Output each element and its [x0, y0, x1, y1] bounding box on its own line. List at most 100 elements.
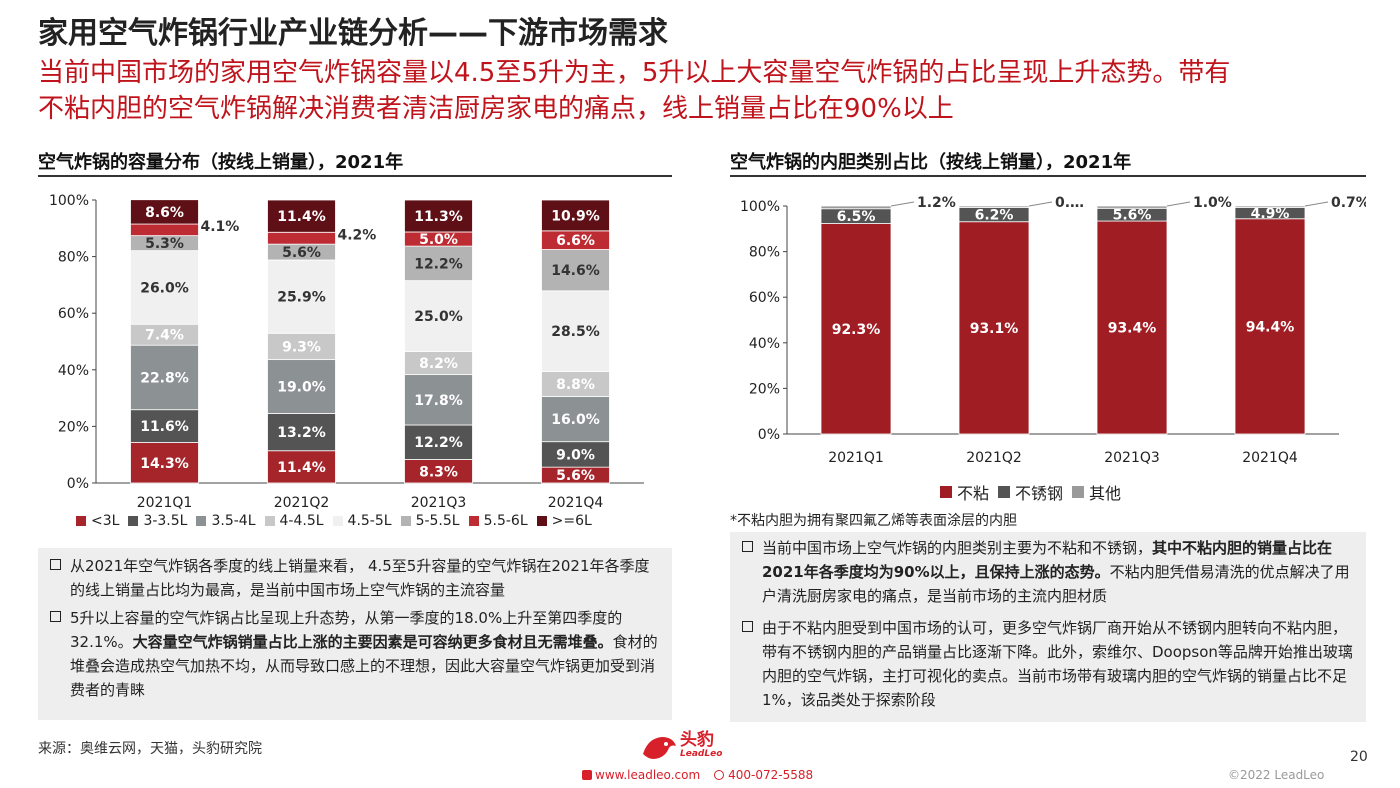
legend-item: 不锈钢	[998, 480, 1063, 504]
data-label: 25.0%	[414, 309, 463, 325]
checkbox-bullet-icon	[50, 611, 61, 622]
bar-segment	[130, 344, 199, 411]
data-label: 0.7%	[1331, 195, 1366, 211]
right-section-rule	[730, 175, 1366, 177]
legend-swatch	[940, 486, 952, 498]
website-link[interactable]: www.leadleo.com	[595, 768, 701, 782]
data-label: 92.3%	[832, 322, 881, 338]
bar-segment	[404, 424, 473, 460]
phone-icon	[714, 770, 725, 780]
data-label: 17.8%	[414, 393, 463, 409]
left-bullet-2: 5升以上容量的空气炸锅占比呈现上升态势，从第一季度的18.0%上升至第四季度的3…	[50, 606, 660, 702]
data-label: 11.4%	[277, 209, 326, 225]
data-label: 4.1%	[201, 219, 240, 235]
data-label: 6.2%	[975, 208, 1014, 224]
data-label-leader	[1304, 201, 1329, 207]
legend-item: <3L	[76, 513, 119, 529]
data-label: 5.6%	[1113, 208, 1152, 224]
data-label: 25.9%	[277, 290, 326, 306]
data-label: 4.9%	[1251, 206, 1290, 222]
checkbox-bullet-icon	[742, 541, 753, 552]
bar-segment	[1096, 220, 1168, 435]
data-label: 8.2%	[419, 356, 458, 372]
x-category-label: 2021Q1	[137, 495, 193, 511]
data-label: 16.0%	[551, 412, 600, 428]
bar-segment	[1234, 205, 1306, 208]
bar-segment	[267, 231, 336, 245]
y-tick-label: 40%	[749, 336, 780, 352]
brand-logo: 头豹 LeadLeo	[640, 732, 722, 762]
legend-swatch	[998, 486, 1011, 498]
right-bullet-1-text-c: 不粘内胆凭借易清洗的优点解决了用户清洗厨房家电的痛点，是当前市场的主流内胆材质	[762, 563, 1350, 605]
bar-segment	[541, 396, 610, 443]
legend-item: 4-4.5L	[264, 513, 324, 529]
x-category-label: 2021Q2	[966, 450, 1022, 466]
data-label-leader	[1166, 201, 1191, 207]
data-label: 12.2%	[414, 435, 463, 451]
legend-swatch	[196, 516, 207, 526]
liner-stacked-bar-chart: 0% 20% 40% 60% 80% 100% 92.3% 6.5% 1.2% 2021Q1 93.…	[740, 195, 1366, 466]
data-label: 8.6%	[145, 205, 184, 221]
left-insight-box: 从2021年空气炸锅各季度的线上销量来看， 4.5至5升容量的空气炸锅在2021…	[38, 548, 672, 720]
data-label: 11.4%	[277, 460, 326, 476]
data-label: 5.3%	[145, 236, 184, 252]
legend-swatch	[128, 516, 139, 526]
data-label-leader	[1028, 201, 1053, 207]
left-section-title: 空气炸锅的容量分布（按线上销量），2021年	[38, 152, 404, 173]
bar-segment	[404, 199, 473, 233]
legend-swatch	[400, 516, 411, 526]
right-bullet-2-text: 由于不粘内胆受到中国市场的认可，更多空气炸锅厂商开始从不锈钢内胆转向不粘内胆，带…	[762, 619, 1353, 709]
capacity-chart-legend: <3L 3-3.5L 3.5-4L 4-4.5L 4.5-5L 5-5.5L 5.5-6L >…	[76, 513, 601, 529]
legend-label: 5.5-6L	[483, 513, 528, 529]
left-section-rule	[38, 175, 672, 177]
data-label: 22.8%	[140, 370, 189, 386]
phone-number: 400-072-5588	[728, 768, 814, 782]
liner-footnote: *不粘内胆为拥有聚四氟乙烯等表面涂层的内胆	[730, 513, 1017, 529]
legend-label: >=6L	[551, 513, 592, 529]
y-tick-label: 100%	[740, 199, 780, 215]
capacity-stacked-bar-chart: 0% 20% 40% 60% 80% 100% 14.3% 11.6% 22.8% 7.4% 26.…	[49, 193, 644, 511]
bar-segment	[820, 223, 892, 435]
data-label: 93.4%	[1108, 321, 1157, 337]
bar-segment	[958, 221, 1030, 435]
data-label: 13.2%	[277, 425, 326, 441]
data-label: 26.0%	[140, 280, 189, 296]
y-tick-label: 100%	[49, 193, 89, 209]
y-tick-label: 40%	[58, 363, 89, 379]
bar-segment	[1234, 218, 1306, 435]
legend-label: 3-3.5L	[143, 513, 188, 529]
data-label: 14.6%	[551, 263, 600, 279]
legend-label: 其他	[1089, 484, 1122, 503]
bar-segment	[820, 205, 892, 210]
bar-segment	[130, 409, 199, 443]
data-label: 28.5%	[551, 324, 600, 340]
y-tick-label: 60%	[58, 306, 89, 322]
left-bullet-1-text: 从2021年空气炸锅各季度的线上销量来看， 4.5至5升容量的空气炸锅在2021…	[70, 557, 650, 599]
data-label: 4.2%	[338, 227, 377, 243]
source-note: 来源：奥维云网，天猫，头豹研究院	[38, 741, 262, 757]
page-subtitle-line-2: 不粘内胆的空气炸锅解决消费者清洁厨房家电的痛点，线上销量占比在90%以上	[38, 94, 954, 124]
data-label: 11.3%	[414, 209, 463, 225]
legend-label: 4-4.5L	[279, 513, 324, 529]
legend-item: 5-5.5L	[400, 513, 460, 529]
bar-segment	[1096, 205, 1168, 209]
bar-segment	[267, 412, 336, 452]
legend-label: 不锈钢	[1015, 484, 1064, 503]
bar-segment	[541, 290, 610, 372]
bar-segment	[267, 199, 336, 233]
logo-text: 头豹	[680, 730, 714, 750]
bar-segment	[267, 259, 336, 334]
legend-label: 不粘	[957, 484, 990, 503]
left-bullet-2-text-c: 食材的堆叠会造成热空气加热不均，从而导致口感上的不理想，因此大容量空气炸锅更加受…	[70, 633, 658, 699]
left-bullet-1: 从2021年空气炸锅各季度的线上销量来看， 4.5至5升容量的空气炸锅在2021…	[50, 554, 660, 602]
legend-swatch	[468, 516, 479, 526]
right-bullet-1-text-a: 当前中国市场上空气炸锅的内胆类别主要为不粘和不锈钢，	[762, 539, 1153, 557]
data-label: 94.4%	[1246, 319, 1295, 335]
x-category-label: 2021Q2	[274, 495, 330, 511]
x-category-label: 2021Q4	[1242, 450, 1298, 466]
legend-item: 5.5-6L	[468, 513, 528, 529]
page-title: 家用空气炸锅行业产业链分析——下游市场需求	[38, 16, 668, 51]
legend-label: <3L	[91, 513, 120, 529]
data-label: 5.6%	[556, 468, 595, 484]
x-category-label: 2021Q3	[411, 495, 467, 511]
